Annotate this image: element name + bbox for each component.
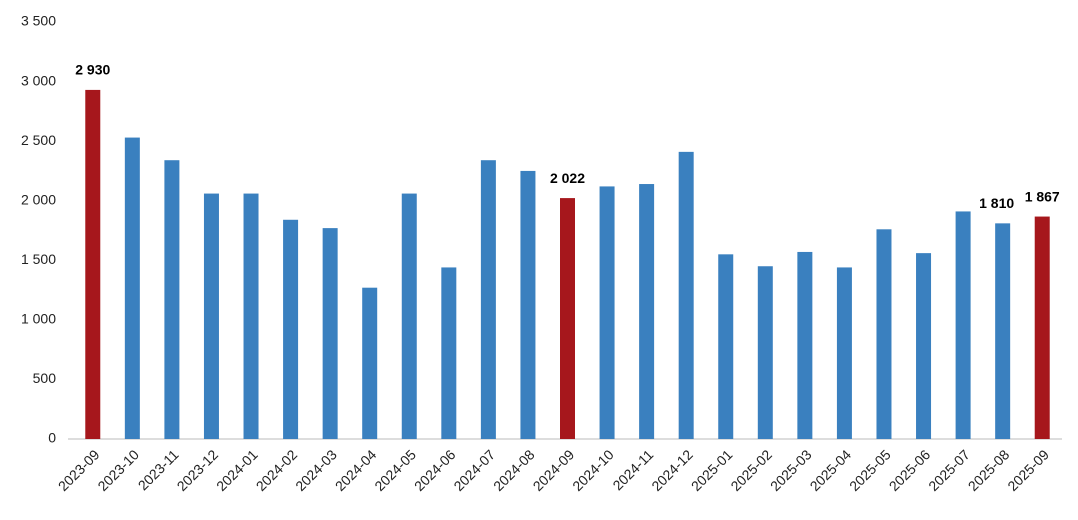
bar: [441, 267, 457, 439]
bar: [283, 219, 299, 439]
y-tick-label: 2 000: [21, 191, 56, 207]
x-tick-label: 2024-06: [411, 446, 459, 494]
value-label: 1 867: [1025, 188, 1060, 204]
y-tick-label: 2 500: [21, 132, 56, 148]
value-label: 1 810: [979, 195, 1014, 211]
x-tick-label: 2024-11: [609, 446, 656, 493]
x-tick-label: 2024-09: [530, 446, 578, 494]
bar: [599, 186, 615, 439]
x-tick-label: 2025-08: [965, 446, 1013, 494]
bar: [757, 266, 773, 439]
bar: [1034, 216, 1050, 439]
bar: [243, 193, 259, 439]
y-tick-label: 0: [48, 430, 56, 446]
bar: [995, 223, 1011, 439]
x-tick-label: 2025-06: [886, 446, 934, 494]
x-tick-label: 2023-12: [174, 446, 222, 494]
y-tick-label: 1 000: [21, 311, 56, 327]
x-tick-label: 2024-10: [569, 446, 617, 494]
bar: [916, 253, 932, 439]
x-tick-label: 2023-09: [55, 446, 103, 494]
bar: [797, 251, 813, 439]
bar: [322, 228, 338, 439]
bar: [876, 229, 892, 439]
value-label: 2 930: [75, 62, 110, 78]
x-tick-label: 2025-05: [846, 446, 894, 494]
bar: [560, 198, 575, 439]
x-tick-label: 2023-10: [94, 446, 142, 494]
bar: [164, 160, 180, 439]
bar: [124, 137, 140, 439]
bar: [85, 89, 101, 439]
bar: [678, 151, 694, 439]
bar: [639, 184, 655, 439]
x-tick-label: 2024-07: [450, 446, 498, 494]
x-tick-label: 2025-04: [807, 446, 855, 494]
x-tick-label: 2025-02: [727, 446, 775, 494]
x-tick-label: 2025-09: [1004, 446, 1052, 494]
x-tick-label: 2025-03: [767, 446, 815, 494]
x-tick-label: 2025-07: [925, 446, 973, 494]
value-label: 2 022: [550, 170, 585, 186]
x-tick-label: 2025-01: [688, 446, 736, 494]
bar: [203, 193, 219, 439]
x-tick-label: 2024-08: [490, 446, 538, 494]
x-tick-label: 2024-12: [648, 446, 696, 494]
bar: [401, 193, 417, 439]
y-tick-label: 500: [33, 370, 57, 386]
bar: [955, 211, 971, 439]
x-tick-label: 2024-03: [292, 446, 340, 494]
x-tick-label: 2024-04: [332, 446, 380, 494]
bar: [520, 170, 536, 439]
x-tick-label: 2024-05: [371, 446, 419, 494]
bar: [362, 287, 378, 439]
bar: [718, 254, 734, 439]
y-tick-label: 3 000: [21, 72, 56, 88]
y-tick-label: 3 500: [21, 13, 56, 29]
x-tick-label: 2024-01: [213, 446, 261, 494]
bar: [480, 160, 496, 439]
x-tick-label: 2023-11: [135, 446, 182, 493]
bar: [836, 267, 852, 439]
y-tick-label: 1 500: [21, 251, 56, 267]
x-tick-label: 2024-02: [253, 446, 301, 494]
